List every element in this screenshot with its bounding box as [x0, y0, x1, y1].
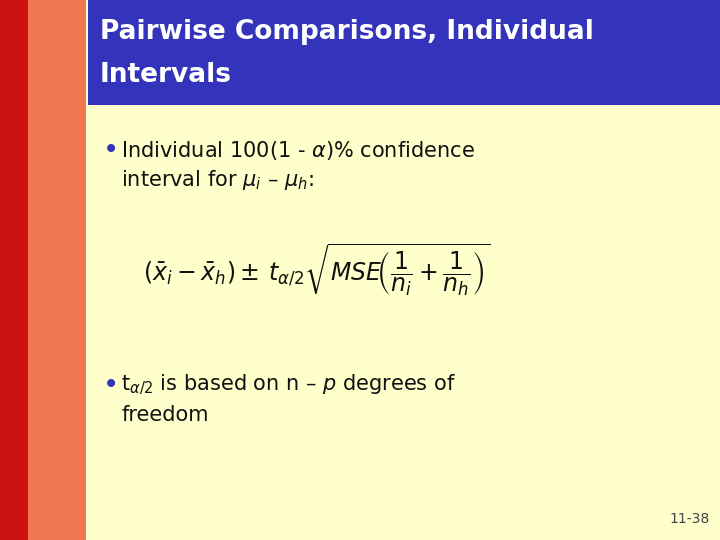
Bar: [0, 105, 28, 540]
Text: Pairwise Comparisons, Individual: Pairwise Comparisons, Individual: [100, 19, 594, 45]
Text: interval for $\mu_i$ – $\mu_h$:: interval for $\mu_i$ – $\mu_h$:: [121, 168, 314, 192]
Bar: [28, 0, 86, 540]
Bar: [88, 0, 720, 105]
Text: $\left(\bar{x}_i - \bar{x}_h\right)\pm\, t_{\alpha/2}\sqrt{MSE\!\left(\dfrac{1}{: $\left(\bar{x}_i - \bar{x}_h\right)\pm\,…: [143, 242, 490, 298]
Text: Intervals: Intervals: [100, 62, 232, 88]
Text: •: •: [103, 371, 120, 399]
Text: freedom: freedom: [121, 405, 209, 425]
Bar: [0, 0, 28, 105]
Text: t$_{\alpha/2}$ is based on n – $p$ degrees of: t$_{\alpha/2}$ is based on n – $p$ degre…: [121, 373, 456, 397]
Bar: [88, 105, 720, 540]
Text: 11-38: 11-38: [670, 512, 710, 526]
Text: •: •: [103, 136, 120, 164]
Text: Individual 100(1 - $\alpha$)% confidence: Individual 100(1 - $\alpha$)% confidence: [121, 138, 475, 161]
